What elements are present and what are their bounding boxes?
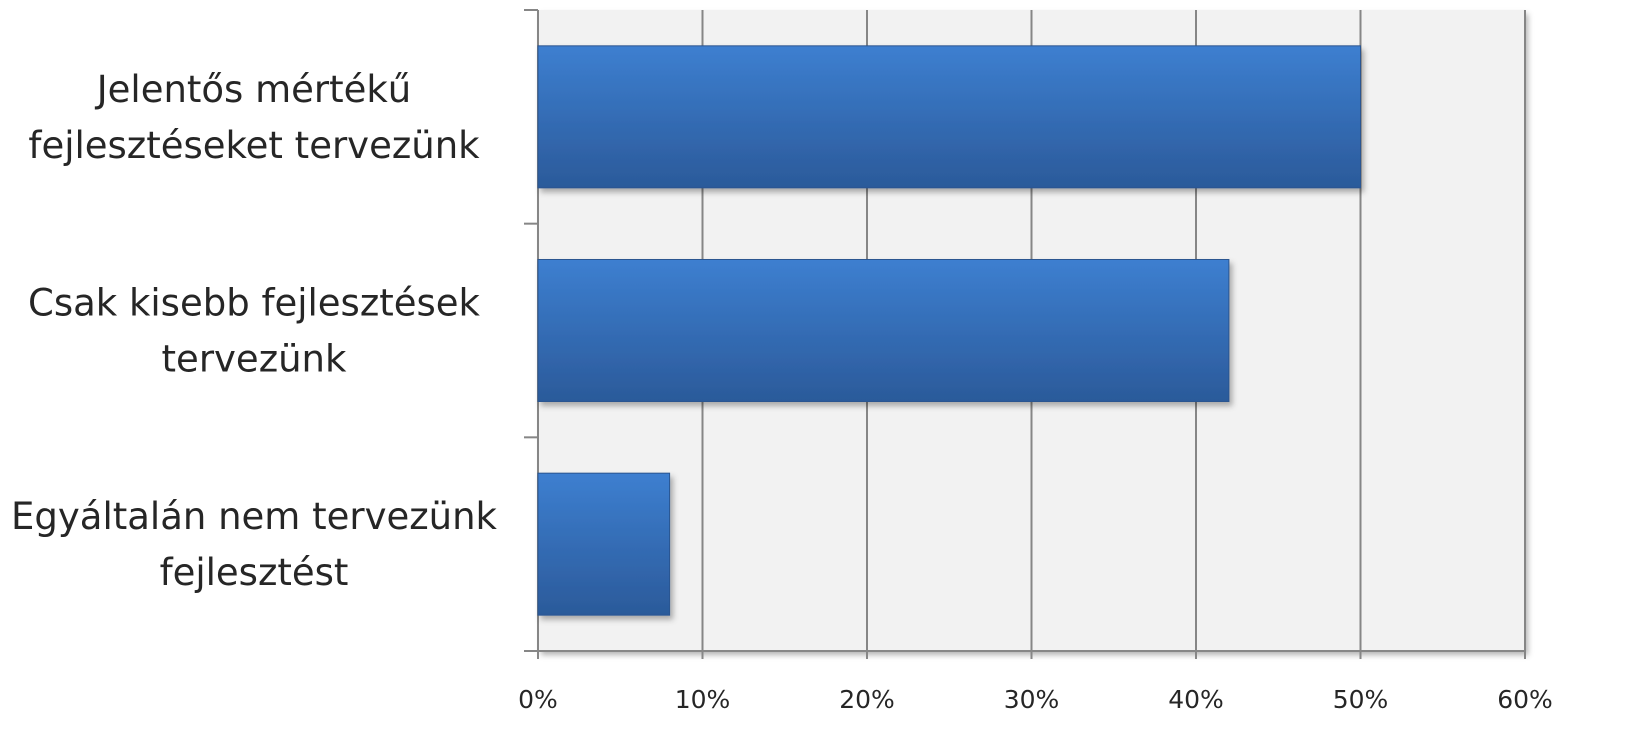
category-label-1-line-1: tervezünk	[162, 338, 347, 381]
x-tick-label-5: 50%	[1333, 685, 1389, 714]
category-label-2-line-1: fejlesztést	[160, 551, 349, 594]
category-label-2-line-0: Egyáltalán nem tervezünk	[11, 495, 498, 538]
category-label-0: Jelentős mértékű fejlesztéseket tervezünk	[28, 68, 480, 167]
x-tick-label-0: 0%	[518, 685, 558, 714]
x-tick-label-1: 10%	[675, 685, 731, 714]
category-label-1-line-0: Csak kisebb fejlesztések	[28, 282, 481, 325]
bar-2	[537, 472, 671, 616]
bar-1	[537, 259, 1230, 402]
x-tick-label-2: 20%	[839, 685, 895, 714]
category-label-0-line-1: fejlesztéseket tervezünk	[28, 124, 480, 167]
bar-0	[537, 45, 1361, 189]
x-tick-label-4: 40%	[1168, 685, 1224, 714]
category-label-2: Egyáltalán nem tervezünk fejlesztést	[11, 495, 498, 594]
x-tick-label-3: 30%	[1004, 685, 1060, 714]
x-tick-label-6: 60%	[1497, 685, 1553, 714]
category-label-0-line-0: Jelentős mértékű	[95, 68, 412, 111]
category-label-1: Csak kisebb fejlesztések tervezünk	[28, 282, 481, 381]
